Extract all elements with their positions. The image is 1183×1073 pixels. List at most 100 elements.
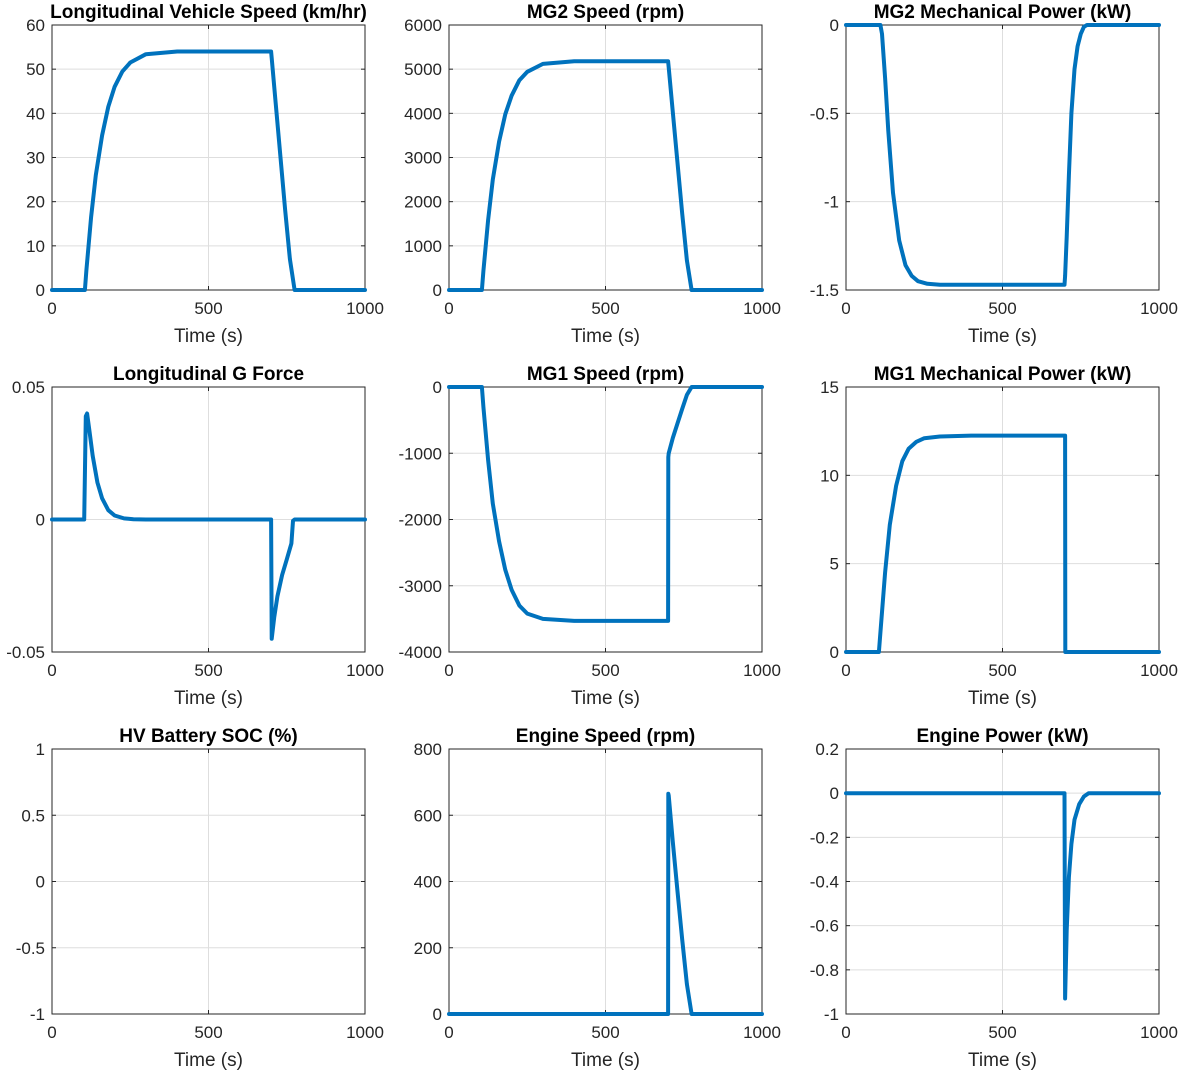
x-tick-label: 1000 (1140, 661, 1178, 680)
y-tick-label: -0.5 (810, 104, 839, 123)
series-line (50, 49, 367, 292)
x-axis-label: Time (s) (571, 688, 640, 709)
y-tick-label: 0.05 (12, 378, 45, 397)
x-axis-label: Time (s) (968, 688, 1037, 709)
y-tick-label: -0.4 (810, 873, 839, 892)
y-tick-label: 4000 (404, 104, 442, 123)
series-line (844, 23, 1161, 287)
x-tick-label: 1000 (743, 661, 781, 680)
subplot-7: 0 500 1000 -1 -0.5 0 0.5 1 HV Battery SOC (%) Tim… (16, 726, 384, 1071)
y-tick-label: 10 (26, 237, 45, 256)
chart-title: MG1 Speed (rpm) (527, 364, 684, 385)
y-tick-label: -1000 (399, 444, 442, 463)
series-line (447, 385, 764, 623)
x-tick-label: 1000 (346, 299, 384, 318)
x-tick-label: 500 (194, 1023, 222, 1042)
y-tick-label: -0.6 (810, 917, 839, 936)
x-axis-label: Time (s) (571, 326, 640, 347)
y-tick-label: 0.2 (815, 740, 839, 759)
x-axis-label: Time (s) (571, 1050, 640, 1071)
chart-title: MG2 Mechanical Power (kW) (874, 2, 1132, 23)
y-tick-label: 400 (414, 873, 442, 892)
chart-title: Longitudinal G Force (113, 364, 304, 385)
y-tick-label: 10 (820, 466, 839, 485)
y-tick-label: 0 (433, 1005, 442, 1024)
y-tick-label: 3000 (404, 149, 442, 168)
x-tick-label: 0 (47, 299, 56, 318)
y-tick-label: -1 (30, 1005, 45, 1024)
y-tick-label: 5000 (404, 60, 442, 79)
x-axis-label: Time (s) (968, 326, 1037, 347)
y-tick-label: -1 (824, 193, 839, 212)
x-tick-label: 500 (988, 1023, 1016, 1042)
series-line (447, 59, 764, 292)
x-tick-label: 500 (194, 661, 222, 680)
x-tick-label: 500 (194, 299, 222, 318)
y-tick-label: 1000 (404, 237, 442, 256)
x-tick-label: 500 (591, 661, 619, 680)
y-tick-label: 50 (26, 60, 45, 79)
y-tick-label: 20 (26, 193, 45, 212)
y-tick-label: 6000 (404, 16, 442, 35)
series-line (844, 791, 1161, 1001)
x-tick-label: 500 (591, 1023, 619, 1042)
x-tick-label: 0 (841, 299, 850, 318)
x-tick-label: 500 (988, 299, 1016, 318)
y-tick-label: 0 (830, 643, 839, 662)
chart-title: HV Battery SOC (%) (119, 726, 297, 747)
x-tick-label: 0 (841, 1023, 850, 1042)
chart-title: MG1 Mechanical Power (kW) (874, 364, 1132, 385)
x-tick-label: 0 (47, 661, 56, 680)
y-tick-label: 0 (36, 281, 45, 300)
subplot-2: 0 500 1000 0 1000 2000 3000 4000 5000 6000 MG2 Spe… (404, 2, 781, 347)
y-tick-label: -1 (824, 1005, 839, 1024)
subplot-9: 0 500 1000 -1 -0.8 -0.6 -0.4 -0.2 0 0.2 Engine Pow… (810, 726, 1178, 1071)
y-tick-label: 0 (830, 784, 839, 803)
x-tick-label: 0 (444, 1023, 453, 1042)
chart-title: MG2 Speed (rpm) (527, 2, 684, 23)
subplot-6: 0 500 1000 0 5 10 15 MG1 Mechanical Power (kW) T… (820, 364, 1178, 709)
y-tick-label: 15 (820, 378, 839, 397)
y-tick-label: 600 (414, 806, 442, 825)
y-tick-label: 60 (26, 16, 45, 35)
x-tick-label: 0 (444, 299, 453, 318)
x-tick-label: 0 (444, 661, 453, 680)
series-line (447, 791, 764, 1016)
series-line (844, 433, 1161, 654)
y-tick-label: 40 (26, 104, 45, 123)
x-tick-label: 1000 (1140, 1023, 1178, 1042)
y-tick-label: 800 (414, 740, 442, 759)
y-tick-label: 200 (414, 939, 442, 958)
x-tick-label: 1000 (1140, 299, 1178, 318)
y-tick-label: -0.2 (810, 828, 839, 847)
x-tick-label: 1000 (743, 1023, 781, 1042)
y-tick-label: -3000 (399, 577, 442, 596)
y-tick-label: 0.5 (21, 806, 45, 825)
subplot-8: 0 500 1000 0 200 400 600 800 Engine Speed (rpm) T… (414, 726, 781, 1071)
subplot-5: 0 500 1000 -4000 -3000 -2000 -1000 0 MG1 Speed (… (399, 364, 781, 709)
x-axis-label: Time (s) (174, 1050, 243, 1071)
y-tick-label: 0 (36, 511, 45, 530)
x-tick-label: 0 (841, 661, 850, 680)
y-tick-label: -1.5 (810, 281, 839, 300)
x-axis-label: Time (s) (174, 688, 243, 709)
y-tick-label: 1 (36, 740, 45, 759)
y-tick-label: 0 (433, 281, 442, 300)
y-tick-label: -0.05 (6, 643, 45, 662)
y-tick-label: 0 (36, 873, 45, 892)
x-tick-label: 1000 (743, 299, 781, 318)
subplot-3: 0 500 1000 -1.5 -1 -0.5 0 MG2 Mechanical Power … (810, 2, 1178, 347)
x-axis-label: Time (s) (174, 326, 243, 347)
series-line (50, 411, 367, 641)
y-tick-label: 30 (26, 149, 45, 168)
chart-title: Engine Speed (rpm) (516, 726, 695, 747)
y-tick-label: 2000 (404, 193, 442, 212)
x-tick-label: 1000 (346, 1023, 384, 1042)
x-tick-label: 500 (591, 299, 619, 318)
chart-title: Engine Power (kW) (916, 726, 1088, 747)
x-tick-label: 0 (47, 1023, 56, 1042)
y-tick-label: 0 (433, 378, 442, 397)
y-tick-label: -0.8 (810, 961, 839, 980)
